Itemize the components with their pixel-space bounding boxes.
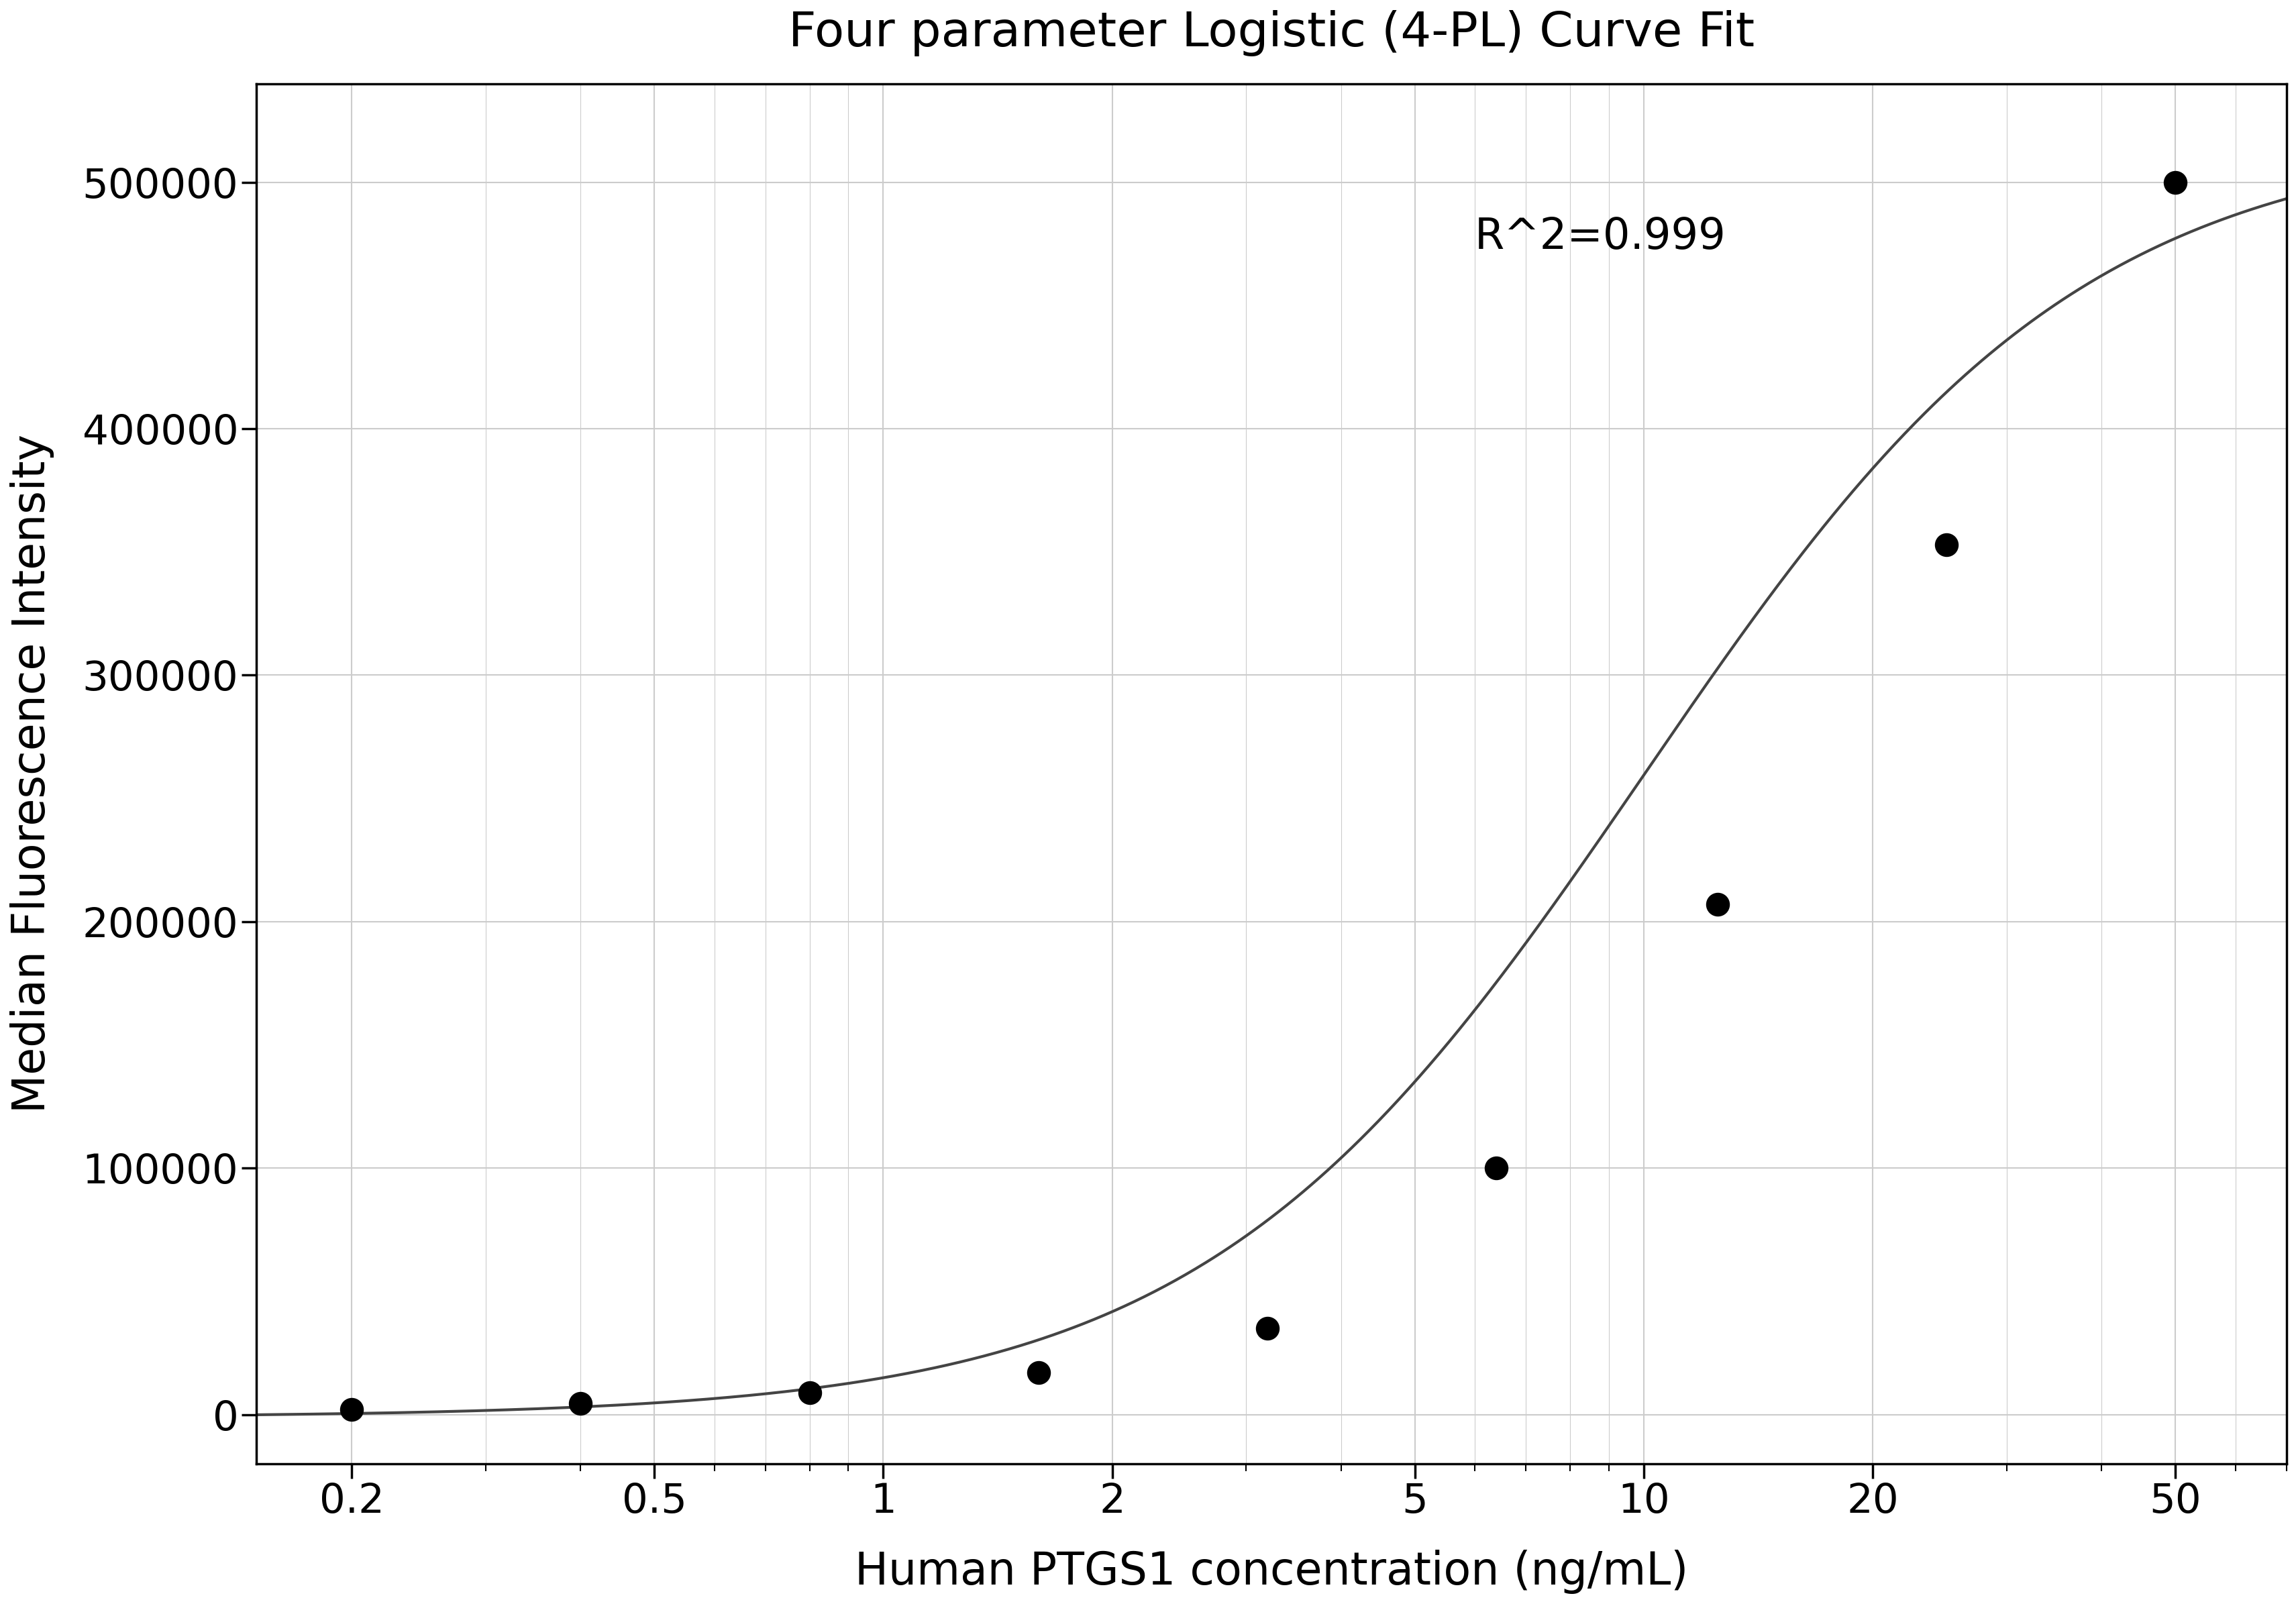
Point bbox=[2156, 170, 2193, 196]
Point bbox=[1249, 1315, 1286, 1341]
Title: Four parameter Logistic (4-PL) Curve Fit: Four parameter Logistic (4-PL) Curve Fit bbox=[788, 10, 1754, 56]
X-axis label: Human PTGS1 concentration (ng/mL): Human PTGS1 concentration (ng/mL) bbox=[854, 1549, 1688, 1594]
Point bbox=[790, 1379, 827, 1405]
Text: R^2=0.999: R^2=0.999 bbox=[1474, 217, 1727, 258]
Point bbox=[1929, 531, 1965, 557]
Point bbox=[1019, 1360, 1056, 1386]
Y-axis label: Median Fluorescence Intensity: Median Fluorescence Intensity bbox=[9, 435, 55, 1113]
Point bbox=[1479, 1155, 1515, 1181]
Point bbox=[1699, 892, 1736, 917]
Point bbox=[563, 1391, 599, 1416]
Point bbox=[333, 1397, 370, 1423]
